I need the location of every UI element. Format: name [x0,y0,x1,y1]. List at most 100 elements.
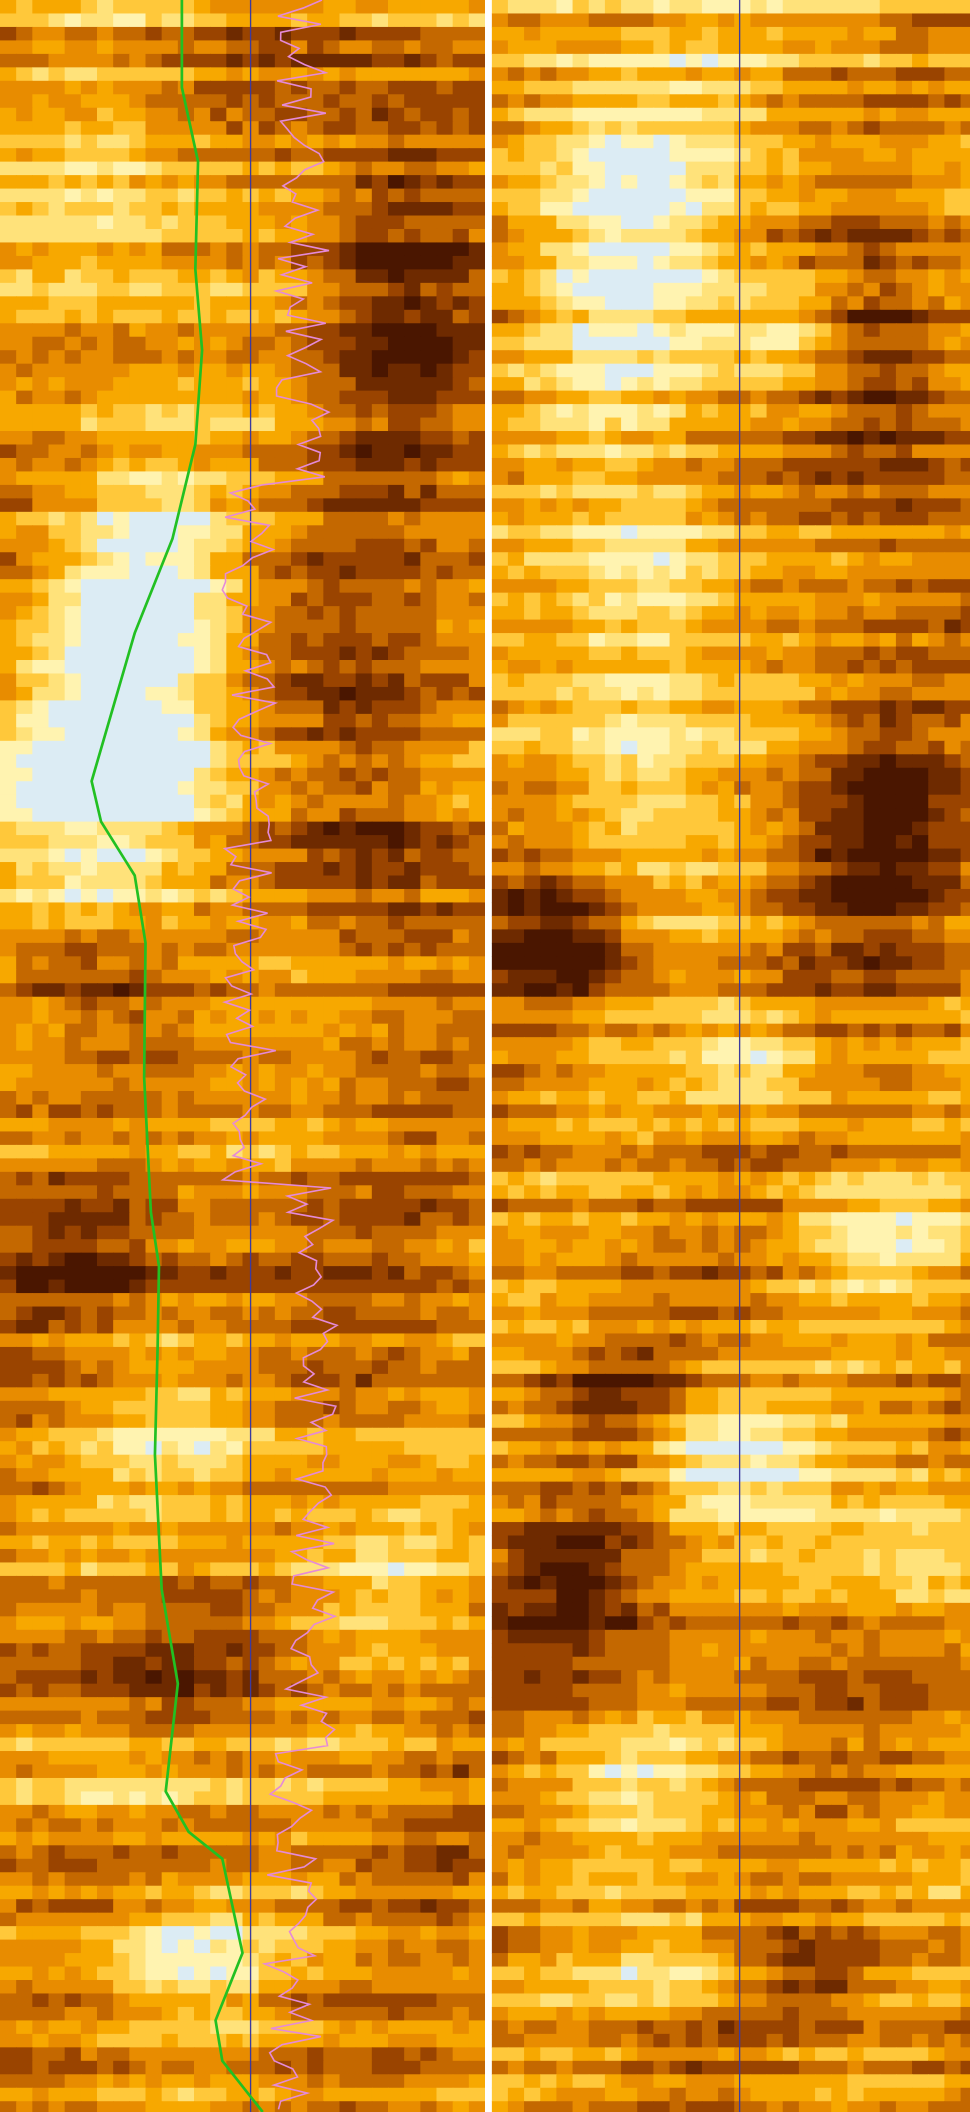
heat-cell [371,1764,389,1779]
heat-cell [404,1562,422,1577]
heat-cell [161,269,179,284]
heat-cell [436,915,454,931]
heat-cell [404,2006,422,2022]
heat-cell [177,1831,195,1846]
heat-cell [177,821,195,836]
heat-cell [355,1212,373,1227]
heat-cell [387,80,405,95]
heat-cell [129,1643,147,1658]
heat-cell [782,53,800,69]
heat-cell [113,767,131,782]
heat-cell [210,660,228,675]
heat-cell [258,619,276,634]
heat-cell [404,942,422,958]
heat-cell [290,619,308,634]
heat-cell [572,121,590,136]
heat-cell [323,1131,341,1146]
heat-cell [468,1023,486,1038]
heat-cell [323,606,341,621]
heat-cell [80,1737,98,1752]
heat-cell [129,1602,147,1618]
heat-cell [355,309,373,324]
heat-cell [258,1077,276,1092]
heat-cell [16,1239,34,1254]
heat-cell [48,983,66,998]
heat-cell [960,80,970,95]
heat-cell [339,161,357,176]
heat-cell [258,1104,276,1119]
heat-cell [371,1441,389,1456]
heat-cell [387,2020,405,2035]
heat-cell [177,888,195,904]
heat-cell [387,175,405,190]
heat-cell [404,67,422,82]
heat-cell [290,296,308,311]
heat-cell [16,1899,34,1914]
heat-cell [145,660,163,675]
heat-cell [420,1346,438,1362]
heat-cell [129,1993,147,2008]
heat-cell [420,848,438,863]
heat-cell [290,835,308,850]
heat-cell [468,457,486,473]
heat-cell [48,1966,66,1981]
heat-cell [323,1158,341,1173]
heat-cell [64,727,82,742]
heat-cell [16,255,34,271]
heat-cell [452,1939,470,1954]
heat-cell [355,2074,373,2089]
heat-cell [161,646,179,661]
heat-cell [48,1912,66,1927]
heat-cell [371,1845,389,1860]
heat-cell [420,1104,438,1119]
heat-cell [193,1320,211,1335]
heat-cell [210,781,228,796]
heat-cell [371,175,389,190]
heat-cell [468,1037,486,1052]
heat-cell [226,1064,244,1079]
heat-cell [177,282,195,298]
heat-cell [404,309,422,324]
heat-cell [145,1481,163,1496]
heat-cell [226,161,244,176]
heat-cell [323,67,341,82]
heat-cell [16,1171,34,1186]
heat-cell [210,1508,228,1523]
heat-cell [193,471,211,486]
heat-cell [145,1091,163,1106]
heat-cell [32,1670,50,1685]
heat-cell [64,565,82,580]
heat-cell [387,996,405,1011]
heat-cell [387,1225,405,1240]
heat-cell [307,188,325,203]
heat-cell [32,242,50,257]
heat-cell [226,619,244,634]
heat-cell [355,619,373,634]
heat-cell [355,188,373,203]
heat-cell [113,431,131,446]
heat-cell [161,148,179,163]
heat-cell [355,1616,373,1631]
heat-cell [210,1535,228,1550]
heat-cell [226,282,244,298]
heat-cell [48,161,66,176]
heat-cell [339,754,357,769]
heat-cell [193,228,211,244]
heat-cell [96,1643,114,1658]
heat-cell [48,1589,66,1604]
heat-cell [468,1589,486,1604]
heat-cell [371,255,389,271]
heat-cell [193,1441,211,1456]
heat-cell [436,1791,454,1806]
heat-cell [129,0,147,15]
heat-cell [468,1993,486,2008]
heat-cell [669,40,687,55]
heat-cell [323,1508,341,1523]
heat-cell [371,1252,389,1267]
heat-cell [556,67,574,82]
heat-cell [556,121,574,136]
heat-cell [48,1993,66,2008]
heat-cell [371,1225,389,1240]
heat-cell [452,363,470,378]
heat-cell [145,606,163,621]
